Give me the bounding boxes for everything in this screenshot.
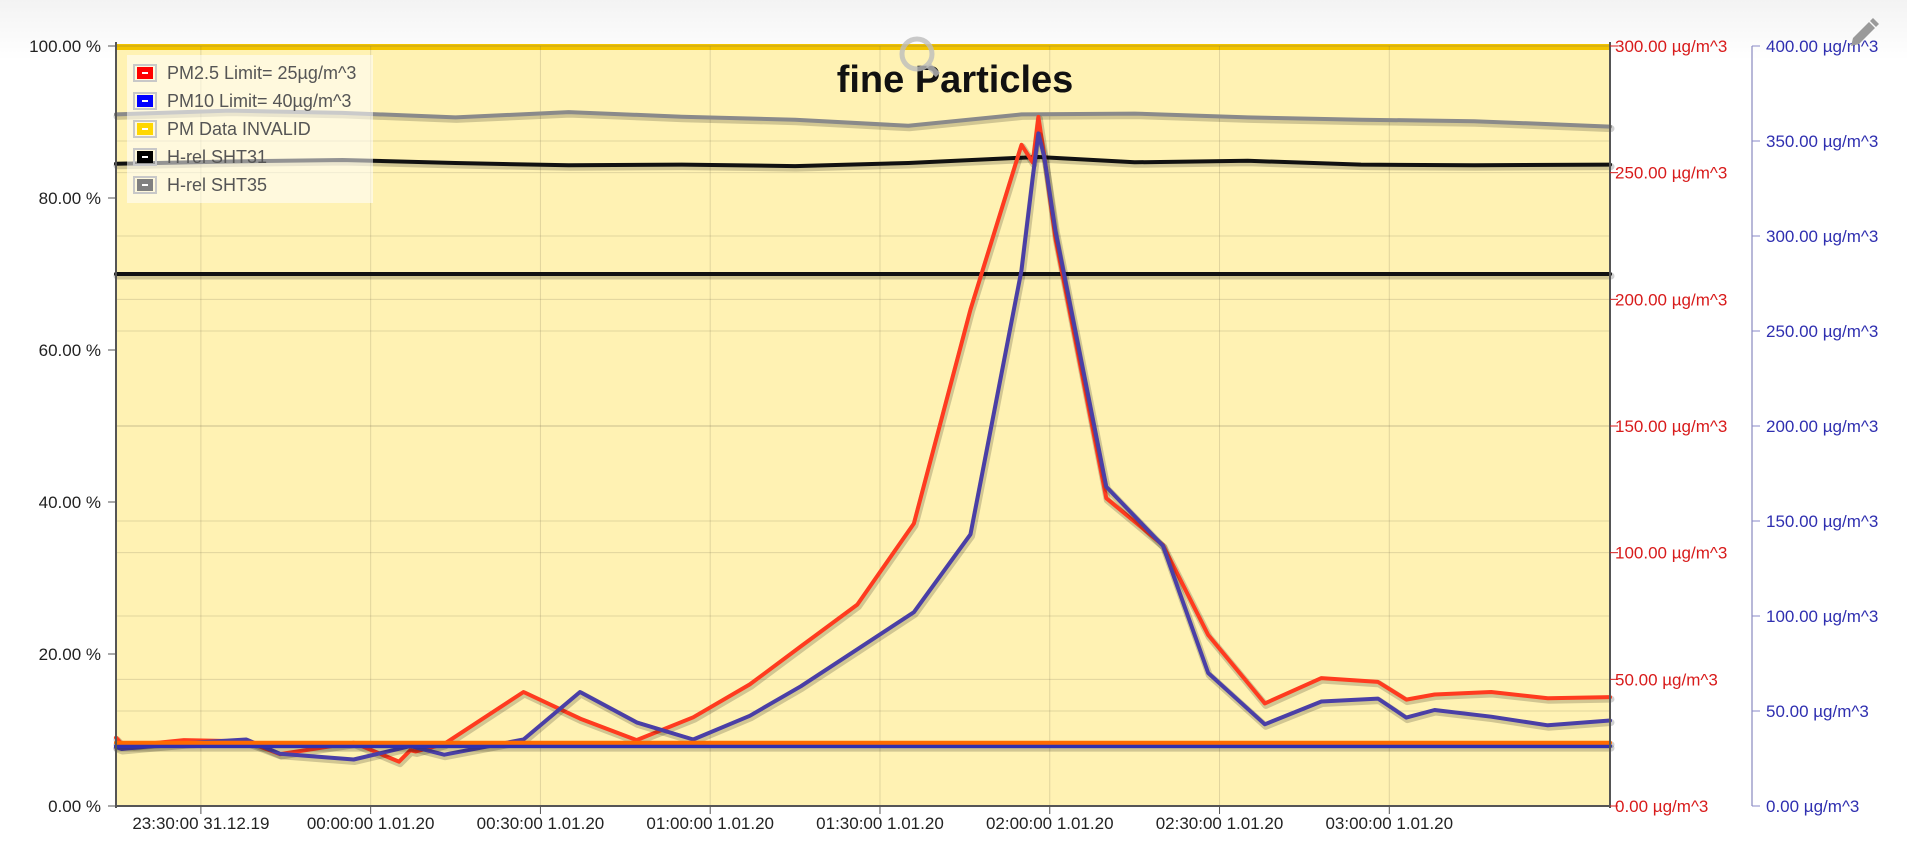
legend-swatch-color <box>137 151 153 163</box>
pm25-tick-label: 100.00 µg/m^3 <box>1615 544 1727 563</box>
x-tick-label: 00:30:00 1.01.20 <box>477 814 605 833</box>
legend-swatch-color <box>137 123 153 135</box>
pm25-tick-label: 50.00 µg/m^3 <box>1615 670 1718 689</box>
left-tick-label: 60.00 % <box>39 341 101 360</box>
left-tick-label: 100.00 % <box>29 37 101 56</box>
legend-item-pm2-5-limit-25-g-m-3[interactable]: PM2.5 Limit= 25µg/m^3 <box>127 59 373 87</box>
pm10-tick-label: 150.00 µg/m^3 <box>1766 512 1878 531</box>
legend-swatch-color <box>137 179 153 191</box>
legend-item-h-rel-sht31[interactable]: H-rel SHT31 <box>127 143 373 171</box>
pm10-tick-label: 200.00 µg/m^3 <box>1766 417 1878 436</box>
pm10-tick-label: 350.00 µg/m^3 <box>1766 132 1878 151</box>
pm10-tick-label: 250.00 µg/m^3 <box>1766 322 1878 341</box>
legend-swatch <box>133 92 157 110</box>
legend-swatch-color <box>137 67 153 79</box>
x-tick-label: 01:00:00 1.01.20 <box>646 814 774 833</box>
left-tick-label: 20.00 % <box>39 645 101 664</box>
x-tick-label: 01:30:00 1.01.20 <box>816 814 944 833</box>
chart-title: fine Particles <box>837 59 1074 101</box>
series-line-h-rel-sht31 <box>114 155 1612 169</box>
pm10-tick-label: 300.00 µg/m^3 <box>1766 227 1878 246</box>
legend-item-h-rel-sht35[interactable]: H-rel SHT35 <box>127 171 373 199</box>
pm25-tick-label: 150.00 µg/m^3 <box>1615 417 1727 436</box>
pm10-tick-label: 100.00 µg/m^3 <box>1766 607 1878 626</box>
x-tick-label: 02:30:00 1.01.20 <box>1156 814 1284 833</box>
x-tick-label: 02:00:00 1.01.20 <box>986 814 1114 833</box>
legend-label: H-rel SHT35 <box>167 174 268 195</box>
tick-labels: 0.00 % 20.00 % 40.00 % 60.00 % 80.00 % 100.00… <box>29 37 1878 833</box>
x-tick-label: 23:30:00 31.12.19 <box>132 814 269 833</box>
pm25-tick-label: 0.00 µg/m^3 <box>1615 797 1708 816</box>
legend-label: H-rel SHT31 <box>167 146 268 167</box>
legend-swatch <box>133 120 157 138</box>
legend-swatch <box>133 148 157 166</box>
legend-label: PM Data INVALID <box>167 118 311 139</box>
pm25-tick-label: 300.00 µg/m^3 <box>1615 37 1727 56</box>
legend-label: PM10 Limit= 40µg/m^3 <box>167 90 352 111</box>
left-tick-label: 0.00 % <box>48 797 101 816</box>
left-tick-label: 40.00 % <box>39 493 101 512</box>
legend-item-pm10-limit-40-g-m-3[interactable]: PM10 Limit= 40µg/m^3 <box>127 87 373 115</box>
pm10-tick-label: 50.00 µg/m^3 <box>1766 702 1869 721</box>
pm10-tick-label: 400.00 µg/m^3 <box>1766 37 1878 56</box>
pm25-tick-label: 200.00 µg/m^3 <box>1615 290 1727 309</box>
legend-item-pm-data-invalid[interactable]: PM Data INVALID <box>127 115 373 143</box>
series-layer <box>113 108 1615 768</box>
zoom-reset-icon[interactable] <box>897 34 941 78</box>
legend-swatch <box>133 176 157 194</box>
chart-legend[interactable]: PM2.5 Limit= 25µg/m^3 PM10 Limit= 40µg/m^… <box>127 55 373 203</box>
series-line-pm10-limit-40-g-m-3 <box>114 131 1612 762</box>
invalid-band-top-edge <box>116 44 1610 50</box>
edit-pencil-icon[interactable] <box>1845 16 1881 52</box>
x-tick-label: 00:00:00 1.01.20 <box>307 814 435 833</box>
x-tick-label: 03:00:00 1.01.20 <box>1325 814 1453 833</box>
legend-swatch-color <box>137 95 153 107</box>
legend-label: PM2.5 Limit= 25µg/m^3 <box>167 62 357 83</box>
pm25-tick-label: 250.00 µg/m^3 <box>1615 164 1727 183</box>
legend-swatch <box>133 64 157 82</box>
pm10-tick-label: 0.00 µg/m^3 <box>1766 797 1859 816</box>
left-tick-label: 80.00 % <box>39 189 101 208</box>
